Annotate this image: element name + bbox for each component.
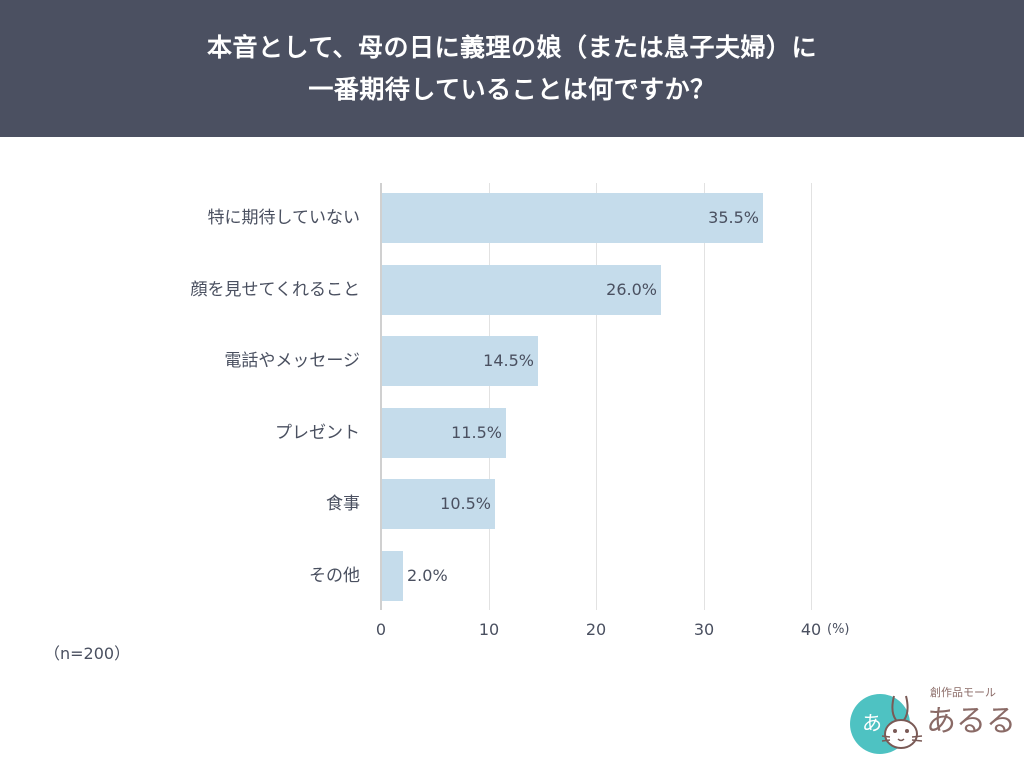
svg-text:あ: あ	[862, 711, 882, 735]
bar-value-label: 10.5%	[440, 494, 491, 513]
logo-subtitle: 創作品モール	[930, 686, 996, 699]
bar-value-label: 11.5%	[451, 423, 502, 442]
bar-value-label: 35.5%	[708, 208, 759, 227]
bar-value-label: 14.5%	[483, 351, 534, 370]
sample-size-note: （n=200）	[44, 644, 131, 663]
category-label: 電話やメッセージ	[224, 351, 360, 371]
rabbit-logo-icon: あ	[850, 694, 923, 754]
y-axis-line	[380, 183, 382, 610]
brand-logo: あ 創作品モール あるる	[848, 684, 1018, 760]
bar	[382, 551, 403, 601]
category-label: 食事	[326, 494, 360, 514]
logo-name: あるる	[926, 704, 1016, 739]
x-tick-label: 40	[800, 620, 822, 639]
bar	[382, 193, 763, 243]
gridline-30	[704, 183, 705, 610]
x-tick-label: 20	[585, 620, 607, 639]
bar-value-label: 2.0%	[407, 566, 448, 585]
category-label: 特に期待していない	[207, 208, 361, 228]
bar	[382, 479, 495, 529]
x-tick-label: 10	[478, 620, 500, 639]
bar	[382, 265, 661, 315]
bar	[382, 408, 506, 458]
x-tick-label: 30	[693, 620, 715, 639]
gridline-10	[489, 183, 490, 610]
chart-title-line-2: 一番期待していることは何ですか？	[308, 74, 716, 104]
x-axis-unit: (%)	[827, 622, 850, 637]
x-tick-label: 0	[375, 620, 387, 639]
chart-title-banner: 本音として、母の日に義理の娘（または息子夫婦）に 一番期待していることは何ですか…	[0, 0, 1024, 137]
gridline-40	[811, 183, 812, 610]
category-label: 顔を見せてくれること	[190, 280, 361, 300]
category-label: プレゼント	[275, 423, 360, 443]
chart-title-line-1: 本音として、母の日に義理の娘（または息子夫婦）に	[206, 32, 817, 62]
bar	[382, 336, 538, 386]
gridline-20	[596, 183, 597, 610]
category-label: その他	[309, 566, 360, 586]
bar-value-label: 26.0%	[606, 280, 657, 299]
